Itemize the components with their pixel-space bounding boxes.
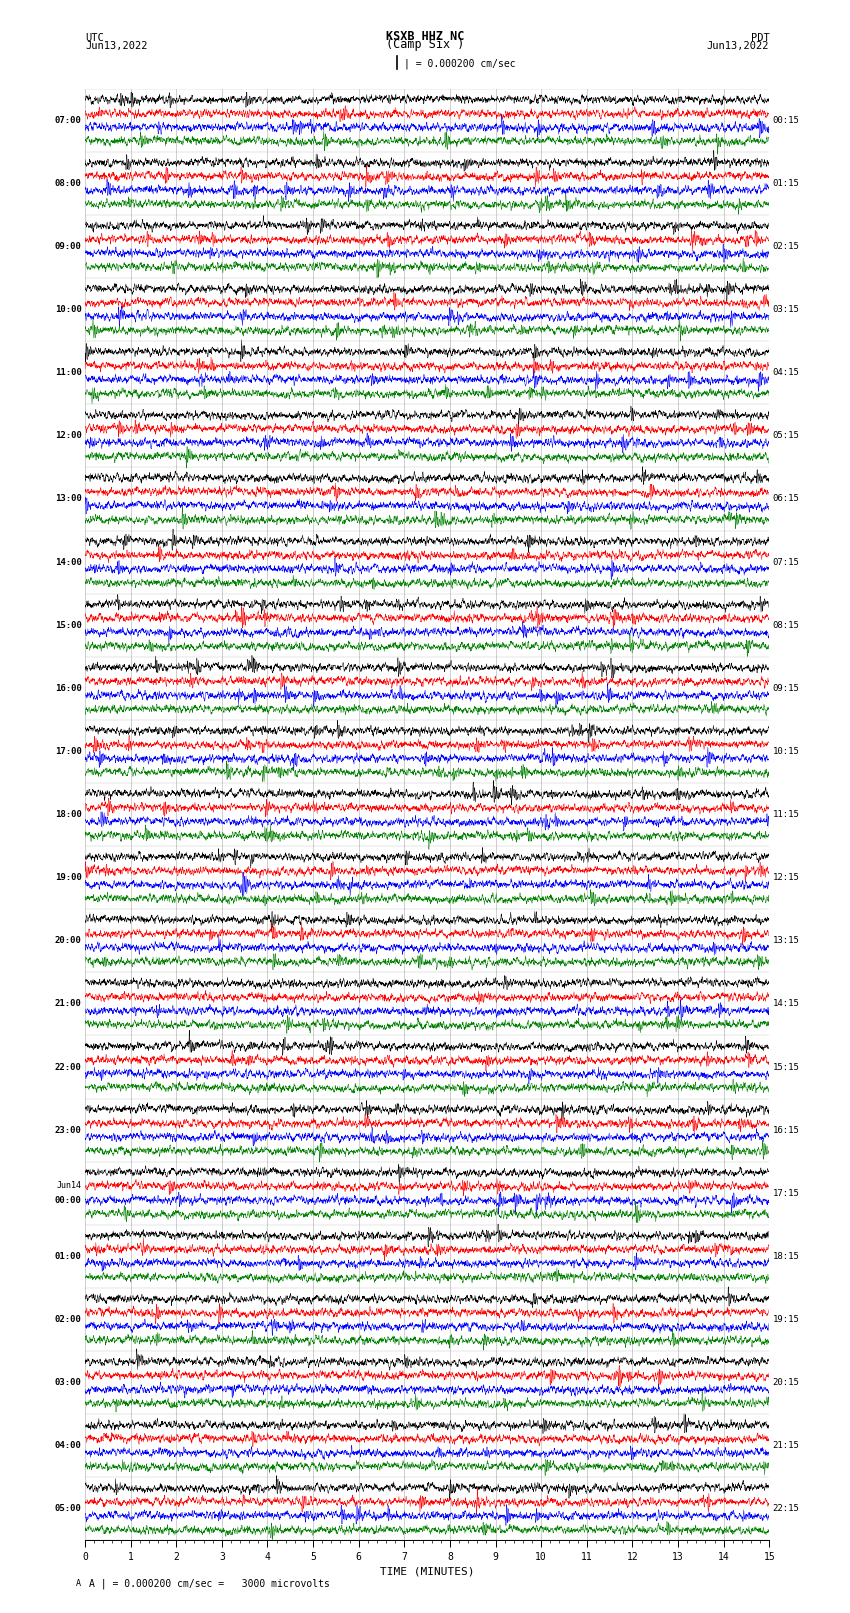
Text: 03:00: 03:00 [54,1378,82,1387]
Text: 20:15: 20:15 [773,1378,800,1387]
Text: 10:15: 10:15 [773,747,800,756]
Text: 03:15: 03:15 [773,305,800,315]
Text: 09:15: 09:15 [773,684,800,694]
Text: 17:00: 17:00 [54,747,82,756]
Text: 00:15: 00:15 [773,116,800,124]
Text: 14:15: 14:15 [773,1000,800,1008]
Text: 13:15: 13:15 [773,936,800,945]
Text: 23:00: 23:00 [54,1126,82,1134]
Text: KSXB HHZ NC: KSXB HHZ NC [386,29,464,44]
Text: (Camp Six ): (Camp Six ) [386,37,464,50]
Text: 02:15: 02:15 [773,242,800,252]
Text: 11:15: 11:15 [773,810,800,819]
Text: PDT: PDT [751,32,769,44]
X-axis label: TIME (MINUTES): TIME (MINUTES) [380,1566,474,1576]
Text: 18:00: 18:00 [54,810,82,819]
Text: 07:15: 07:15 [773,558,800,566]
Text: 01:15: 01:15 [773,179,800,187]
Text: 21:00: 21:00 [54,1000,82,1008]
Text: 01:00: 01:00 [54,1252,82,1261]
Text: 13:00: 13:00 [54,495,82,503]
Text: 17:15: 17:15 [773,1189,800,1198]
Text: A | = 0.000200 cm/sec =   3000 microvolts: A | = 0.000200 cm/sec = 3000 microvolts [89,1579,330,1589]
Text: 05:00: 05:00 [54,1505,82,1513]
Text: Jun14: Jun14 [57,1181,82,1190]
Text: 15:00: 15:00 [54,621,82,629]
Text: 07:00: 07:00 [54,116,82,124]
Text: Jun13,2022: Jun13,2022 [85,40,148,50]
Text: 00:00: 00:00 [54,1197,82,1205]
Text: 20:00: 20:00 [54,936,82,945]
Text: 04:15: 04:15 [773,368,800,377]
Text: | = 0.000200 cm/sec: | = 0.000200 cm/sec [404,58,515,69]
Text: 14:00: 14:00 [54,558,82,566]
Text: 15:15: 15:15 [773,1063,800,1071]
Text: 08:00: 08:00 [54,179,82,187]
Text: 08:15: 08:15 [773,621,800,629]
Text: 22:15: 22:15 [773,1505,800,1513]
Text: 22:00: 22:00 [54,1063,82,1071]
Text: 04:00: 04:00 [54,1442,82,1450]
Text: 12:15: 12:15 [773,873,800,882]
Text: UTC: UTC [85,32,104,44]
Text: 12:00: 12:00 [54,431,82,440]
Text: 16:00: 16:00 [54,684,82,694]
Text: Jun13,2022: Jun13,2022 [706,40,769,50]
Text: 09:00: 09:00 [54,242,82,252]
Text: A: A [76,1579,81,1589]
Text: 19:15: 19:15 [773,1315,800,1324]
Text: 21:15: 21:15 [773,1442,800,1450]
Text: 16:15: 16:15 [773,1126,800,1134]
Text: 05:15: 05:15 [773,431,800,440]
Text: 06:15: 06:15 [773,495,800,503]
Text: 19:00: 19:00 [54,873,82,882]
Text: 02:00: 02:00 [54,1315,82,1324]
Text: 18:15: 18:15 [773,1252,800,1261]
Text: 10:00: 10:00 [54,305,82,315]
Text: 11:00: 11:00 [54,368,82,377]
